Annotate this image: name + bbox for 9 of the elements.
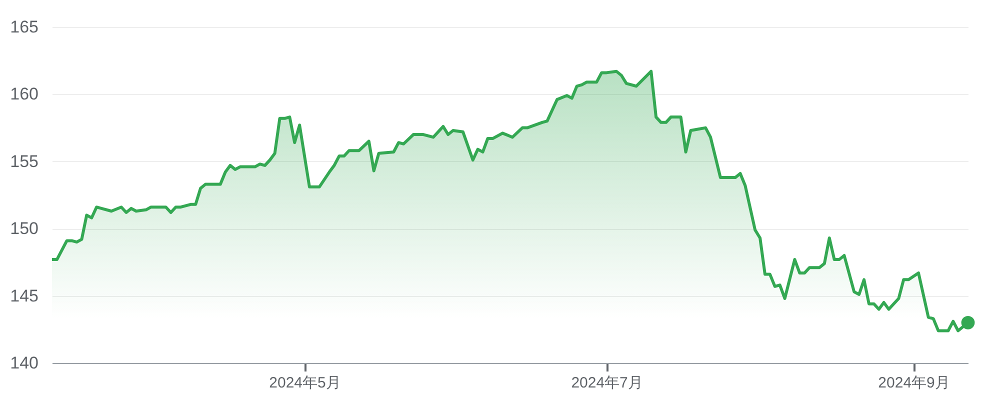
- x-tick-label: 2024年9月: [878, 374, 950, 392]
- y-tick-label: 155: [10, 152, 38, 171]
- y-tick-label: 140: [10, 354, 38, 372]
- y-tick-label: 165: [10, 18, 38, 36]
- y-tick-label: 145: [10, 286, 38, 306]
- y-tick-label: 160: [10, 84, 38, 104]
- x-tick-label: 2024年5月: [269, 374, 341, 392]
- x-tick-label: 2024年7月: [571, 374, 643, 392]
- y-tick-label: 150: [10, 219, 38, 238]
